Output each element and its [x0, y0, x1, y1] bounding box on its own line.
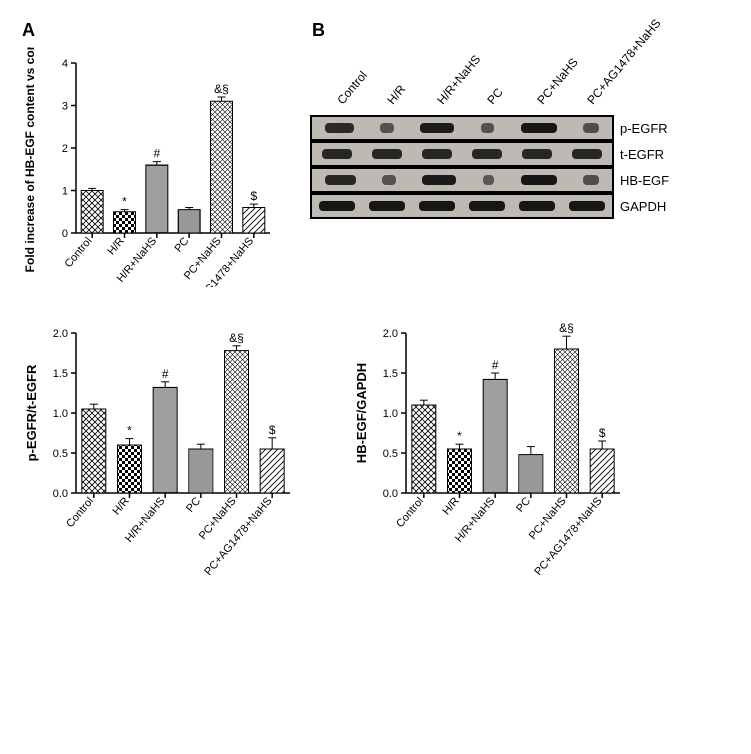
svg-text:$: $ — [250, 189, 257, 203]
svg-text:1: 1 — [62, 186, 68, 198]
blot-band — [472, 149, 502, 159]
blot-lane-label: PC+AG1478+NaHS — [584, 98, 595, 107]
svg-text:H/R: H/R — [110, 495, 131, 517]
panel-b-label: B — [312, 20, 731, 41]
svg-text:2.0: 2.0 — [53, 328, 68, 340]
svg-text:&§: &§ — [229, 331, 244, 345]
chart-pegfr-tegfr: 0.00.51.01.52.0Control*H/R#H/R+NaHSPC&§P… — [20, 317, 300, 577]
blot-row-name: t-EGFR — [620, 147, 664, 162]
svg-text:Control: Control — [62, 235, 94, 270]
blot-band — [380, 123, 393, 133]
blot-lane-label: H/R — [384, 98, 395, 107]
blot-band — [481, 123, 494, 133]
svg-text:*: * — [457, 429, 462, 443]
chart-hbegf-fold: 01234Control*H/R#H/R+NaHSPC&§PC+NaHS$PC+… — [20, 47, 280, 287]
svg-text:PC+AG1478+NaHS: PC+AG1478+NaHS — [202, 495, 274, 577]
blot-row-hb-egf: HB-EGF — [310, 167, 731, 193]
blot-band — [372, 149, 402, 159]
blot-row-name: GAPDH — [620, 199, 666, 214]
svg-text:PC: PC — [172, 235, 191, 254]
svg-text:0.0: 0.0 — [383, 488, 398, 500]
svg-text:&§: &§ — [214, 82, 229, 96]
blot-band — [522, 149, 552, 159]
blot-band — [319, 201, 355, 211]
svg-text:PC: PC — [184, 495, 203, 514]
blot-band — [422, 175, 456, 185]
svg-text:2: 2 — [62, 143, 68, 155]
blot-band — [483, 175, 494, 185]
svg-text:*: * — [127, 424, 132, 438]
svg-text:Control: Control — [64, 495, 96, 530]
svg-text:Control: Control — [394, 495, 426, 530]
svg-text:0.0: 0.0 — [53, 488, 68, 500]
blot-lane-label: H/R+NaHS — [434, 98, 445, 107]
svg-text:#: # — [162, 367, 169, 381]
svg-text:#: # — [492, 358, 499, 372]
blot-band — [519, 201, 555, 211]
svg-text:2.0: 2.0 — [383, 328, 398, 340]
blot-row-name: HB-EGF — [620, 173, 669, 188]
svg-text:HB-EGF/GAPDH: HB-EGF/GAPDH — [354, 363, 369, 463]
blot-band — [521, 123, 557, 133]
svg-text:3: 3 — [62, 101, 68, 113]
panel-a-label: A — [22, 20, 280, 41]
svg-text:PC+AG1478+NaHS: PC+AG1478+NaHS — [532, 495, 604, 577]
svg-text:&§: &§ — [559, 321, 574, 335]
chart-hbegf-gapdh: 0.00.51.01.52.0Control*H/R#H/R+NaHSPC&§P… — [350, 317, 630, 577]
blot-lane-label: PC+NaHS — [534, 98, 545, 107]
svg-text:0: 0 — [62, 228, 68, 240]
blot-band — [572, 149, 602, 159]
svg-text:1.0: 1.0 — [383, 408, 398, 420]
svg-text:H/R: H/R — [440, 495, 461, 517]
blot-row-t-egfr: t-EGFR — [310, 141, 731, 167]
svg-text:#: # — [153, 147, 160, 161]
svg-text:1.0: 1.0 — [53, 408, 68, 420]
blot-band — [422, 149, 452, 159]
svg-text:$: $ — [599, 426, 606, 440]
blot-band — [583, 175, 598, 185]
blot-band — [569, 201, 605, 211]
blot-band — [583, 123, 598, 133]
blot-band — [521, 175, 557, 185]
blot-band — [325, 123, 354, 133]
western-blot-panel: Control H/R H/R+NaHS PC PC+NaHS PC+AG1478+NaH… — [310, 97, 731, 219]
blot-band — [469, 201, 505, 211]
svg-text:p-EGFR/t-EGFR: p-EGFR/t-EGFR — [24, 364, 39, 461]
blot-band — [369, 201, 405, 211]
blot-band — [322, 149, 352, 159]
svg-text:PC: PC — [514, 495, 533, 514]
blot-row-p-egfr: p-EGFR — [310, 115, 731, 141]
blot-band — [419, 201, 455, 211]
svg-text:0.5: 0.5 — [53, 448, 68, 460]
blot-band — [420, 123, 454, 133]
svg-text:4: 4 — [62, 58, 68, 70]
blot-row-name: p-EGFR — [620, 121, 668, 136]
svg-text:$: $ — [269, 423, 276, 437]
svg-text:*: * — [122, 195, 127, 209]
blot-lane-label: PC — [484, 98, 495, 107]
svg-text:H/R: H/R — [105, 235, 126, 257]
blot-band — [325, 175, 355, 185]
svg-text:1.5: 1.5 — [53, 368, 68, 380]
svg-text:0.5: 0.5 — [383, 448, 398, 460]
blot-band — [382, 175, 395, 185]
blot-row-gapdh: GAPDH — [310, 193, 731, 219]
blot-lane-label: Control — [334, 98, 345, 107]
svg-text:1.5: 1.5 — [383, 368, 398, 380]
svg-text:Fold increase of HB-EGF conten: Fold increase of HB-EGF content vs contr… — [23, 47, 37, 272]
